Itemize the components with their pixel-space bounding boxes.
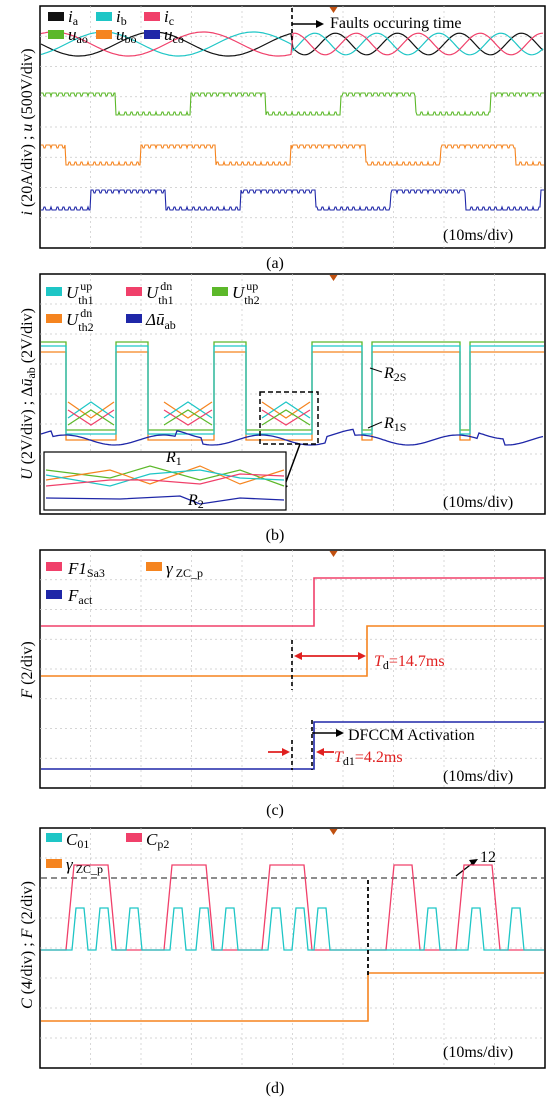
panel-label-c: (c) [266,802,284,819]
fault-annotation: Faults occuring time [330,15,462,32]
panel-label-d: (d) [266,1080,285,1097]
inset-pink [45,473,285,487]
inset-navy [45,495,285,505]
trace-cross-orange [163,401,213,419]
td1-annotation: Td1=4.2ms [334,749,403,768]
legend-swatch-uth2-dn [46,314,62,323]
inset-cyan [45,469,285,487]
dfccm-arrow-head [336,729,344,737]
legend-swatch-ubo [96,30,112,39]
panel-d-time-scale: (10ms/div) [443,1044,513,1061]
r2s-label: R2S [383,365,406,384]
td-arrow-head-right [358,652,366,660]
trace-fact [41,721,544,770]
trace-f1sa3 [41,577,544,627]
trace-cross-pink [67,409,115,426]
panel-a-legend: ia ib ic uao ubo uco [48,7,184,46]
panel-a-ylabel: i (20A/div) ; u (500V/div) [19,48,36,215]
r1s-pointer [367,421,383,429]
trace-uth1-up [41,345,544,435]
trace-cross-cyan [163,401,213,419]
legend-swatch-gamma-c [146,562,162,571]
legend-ic: ic [164,7,174,28]
legend-swatch-ic [144,12,160,21]
panel-label-b: (b) [266,527,285,544]
r1-label: R1 [165,449,182,468]
panel-d-ylabel: C (4/div) ; F (2/div) [19,881,36,1009]
legend-swatch-uth1-dn [126,287,142,296]
legend-swatch-f1 [46,562,62,571]
panel-c-ylabel: F (2/div) [19,641,36,699]
trace-cross-green [67,409,115,426]
trace-cross-cyan [261,401,311,419]
legend-uco: uco [164,25,184,46]
trace-cross-pink [163,409,213,426]
fault-arrow-head [316,20,324,28]
td1-arrow-left-head [282,748,290,756]
trace-c01 [41,907,544,951]
legend-ib: ib [116,7,127,28]
panel-a-trigger-marker [329,7,338,13]
panel-b-ylabel: U (2V/div) ; Δūab (2V/div) [19,308,38,480]
r2s-pointer [369,367,383,373]
legend-ia: ia [68,7,79,28]
legend-ubo: ubo [116,25,137,46]
r2-label: R2 [187,492,204,511]
panel-d-trigger-marker [329,829,338,835]
trace-ic [40,31,544,57]
trace-cross-green [261,409,311,426]
trace-cp2 [41,864,544,951]
legend-swatch-c01 [46,833,62,842]
panel-b-time-scale: (10ms/div) [443,494,513,511]
threshold-arrow [455,861,475,877]
trace-cross-orange [67,401,115,419]
trace-uao [41,92,544,116]
trace-cross-green [163,409,213,426]
td1-arrow-right-head [316,748,324,756]
zoom-box [259,391,319,445]
trace-cross-orange [261,401,311,419]
dfccm-annotation: DFCCM Activation [348,727,475,744]
legend-swatch-cp2 [126,833,142,842]
trace-gamma-c [41,625,544,677]
threshold-arrow-head [469,859,478,866]
panel-a-time-scale: (10ms/div) [443,227,513,244]
legend-swatch-uao [48,30,64,39]
inset-orange [45,465,285,485]
trace-gamma-d [41,972,544,1022]
r1s-label: R1S [383,415,406,434]
panel-label-a: (a) [266,255,284,272]
legend-swatch-uco [144,30,160,39]
trace-uco [41,189,544,211]
legend-swatch-ia [48,12,64,21]
legend-swatch-uth1-up [46,287,62,296]
td-arrow-head-left [294,652,302,660]
legend-swatch-fact [46,590,62,599]
legend-swatch-uth2-up [212,287,228,296]
trace-dub [40,428,544,446]
trace-cross-pink [261,409,311,426]
legend-uao: uao [68,25,88,46]
legend-swatch-gamma-d [46,859,62,868]
inset-green [45,465,285,487]
legend-swatch-ib [96,12,112,21]
panel-b-trigger-marker [329,275,338,281]
panel-c-trigger-marker [329,551,338,557]
panel-c-time-scale: (10ms/div) [443,768,513,785]
legend-swatch-dub [126,314,142,323]
trace-cross-cyan [67,401,115,419]
td-annotation: Td=14.7ms [374,653,445,672]
threshold-label: 12 [480,849,496,866]
trace-ubo [41,144,544,166]
